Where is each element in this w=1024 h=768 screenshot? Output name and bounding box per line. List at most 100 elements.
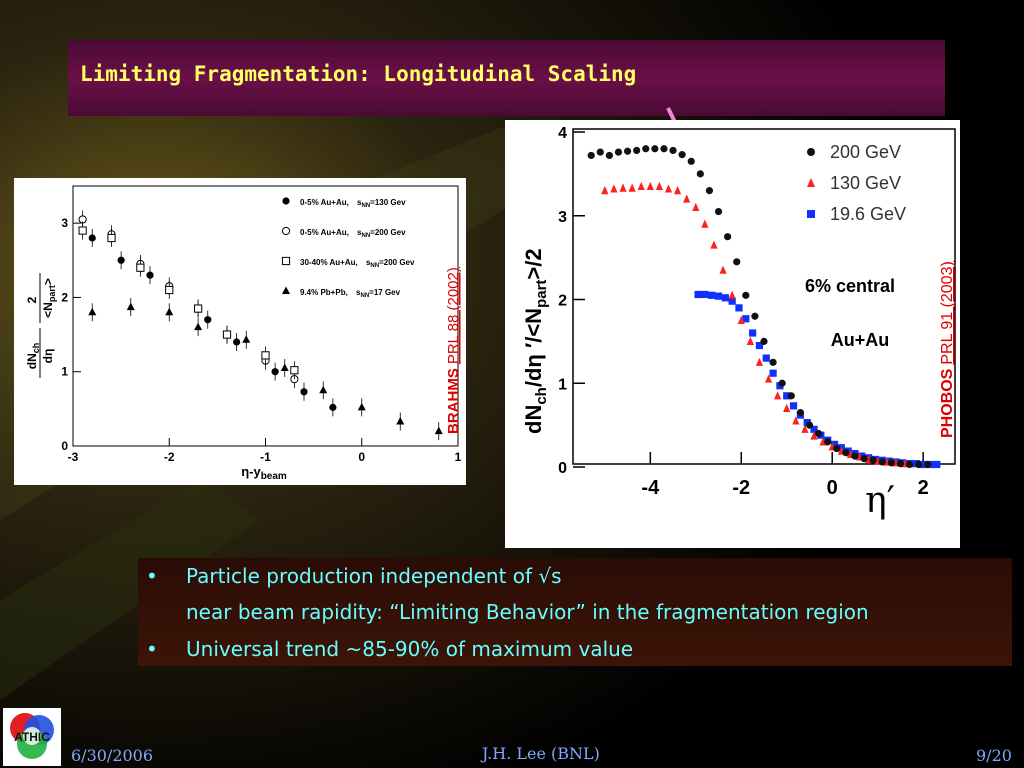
phobos-data-point [878,458,886,466]
title-bar: Limiting Fragmentation: Longitudinal Sca… [68,40,945,116]
brahms-data-point [396,416,405,425]
phobos-data-point [705,187,714,195]
annotation-centrality: 6% central [805,276,895,296]
phobos-data-point [851,452,859,460]
phobos-ylabel: dNch/dη ′/<Npart>/2 [521,248,550,434]
brahms-data-point [280,363,289,371]
brahms-data-point [434,426,443,435]
brahms-data-point [271,368,279,376]
phobos-data-point [896,460,905,468]
phobos-data-point [587,151,595,160]
bullet-text-3: Universal trend ~85-90% of maximum value [186,637,634,661]
phobos-data-point [789,402,798,410]
phobos-data-point [783,392,791,400]
brahms-data-point [165,307,174,316]
phobos-data-point [905,460,914,469]
svg-text:dNch: dNch [25,343,41,370]
phobos-data-point [708,291,716,299]
phobos-ytick-label: 0 [558,460,567,477]
brahms-data-point [329,403,337,411]
brahms-data-point [319,385,328,394]
phobos-data-point [605,151,613,160]
brahms-ytick-label: 3 [61,216,68,230]
phobos-data-point [660,145,668,153]
footer-date: 6/30/2006 [71,746,154,765]
phobos-data-point [805,421,814,429]
phobos-data-point [792,416,800,425]
phobos-chart-panel: -4 -2 0 2 0 1 2 3 4 200 GeV 130 GeV 19.6 GeV 6% ce… [505,120,960,548]
bullet-text-2: near beam rapidity: “Limiting Behavior” … [186,600,869,624]
phobos-data-point [762,354,770,362]
phobos-ytick-label: 2 [558,293,567,310]
brahms-data-point [204,316,212,324]
athic-logo: ATHIC [3,708,61,766]
phobos-data-point [742,291,750,299]
phobos-data-point [601,186,609,195]
phobos-data-point [664,184,673,193]
phobos-data-point [728,297,736,305]
brahms-data-point [300,388,308,396]
brahms-legend-marker [281,256,291,266]
bullet-marker-3: • [146,637,158,661]
phobos-plot-frame [572,128,956,465]
brahms-legend-entry: 9.4% Pb+Pb, sNN=17 Gev [300,288,401,299]
phobos-data-point [724,233,732,241]
phobos-xlabel: η′ [865,480,895,521]
phobos-data-point [755,357,764,366]
phobos-xtick-label: 2 [918,477,929,499]
phobos-data-point [687,157,695,165]
brahms-ytick-label: 2 [61,290,68,304]
phobos-data-point [701,219,709,228]
footer-author: J.H. Lee (BNL) [482,744,600,763]
svg-text:dη: dη [41,349,55,364]
brahms-data-point [146,271,154,279]
phobos-data-point [692,202,700,211]
brahms-data-point [88,307,97,316]
phobos-ytick-label: 3 [558,209,567,226]
phobos-legend-marker [807,148,815,156]
brahms-chart-panel: -3 -2 -1 0 1 0 1 2 3 dNch dη 2 <Npart> η-ybeam B… [14,178,466,485]
phobos-data-point [714,207,723,216]
phobos-data-point [633,146,641,155]
brahms-legend: 0-5% Au+Au, sNN=130 Gev 0-5% Au+Au, sNN=2… [281,197,415,299]
brahms-legend-entry: 30-40% Au+Au, sNN=200 Gev [300,258,415,269]
bullet-marker-1: • [146,564,158,588]
phobos-data-point [833,444,841,453]
annotation-system: Au+Au [831,330,890,350]
brahms-reference-label: BRAHMSPRL 88 (2002) [445,267,462,434]
brahms-ylabel: dNch dη 2 <Npart> [25,273,57,378]
phobos-data-point [842,449,850,457]
phobos-data-point [719,265,727,274]
phobos-data-point [774,391,782,400]
brahms-data-point [136,263,145,272]
brahms-data-point [242,335,251,343]
phobos-ytick-label: 4 [558,125,567,142]
phobos-data-point [746,336,754,345]
phobos-data-point [933,460,941,469]
phobos-data-point [655,181,664,191]
phobos-data-point [596,148,604,156]
phobos-data-point [714,292,723,300]
phobos-data-point [614,148,623,156]
brahms-data-point [117,256,125,264]
phobos-data-point [778,379,786,387]
brahms-data-point [222,330,232,339]
phobos-xtick-label: 0 [827,477,838,499]
phobos-data-point [721,294,729,302]
brahms-legend-marker [282,286,290,294]
bullet-text-1: Particle production independent of √s [186,564,562,588]
brahms-xtick-label: 1 [455,450,462,464]
phobos-data-point [710,240,718,249]
phobos-data-point [860,455,868,463]
phobos-data-point [733,258,741,266]
brahms-xtick-label: -1 [260,450,271,464]
brahms-xtick-label: -3 [68,450,79,464]
phobos-data-point [673,186,682,195]
phobos-ylabel-box: dNch/dη ′/<Npart>/2 [505,138,557,454]
phobos-xtick-label: -2 [732,477,750,499]
phobos-legend-entry: 130 GeV [830,173,901,193]
phobos-data-point [887,459,895,467]
brahms-data-point [194,322,203,331]
phobos-data-point [769,358,777,366]
phobos-data-point [919,460,927,469]
